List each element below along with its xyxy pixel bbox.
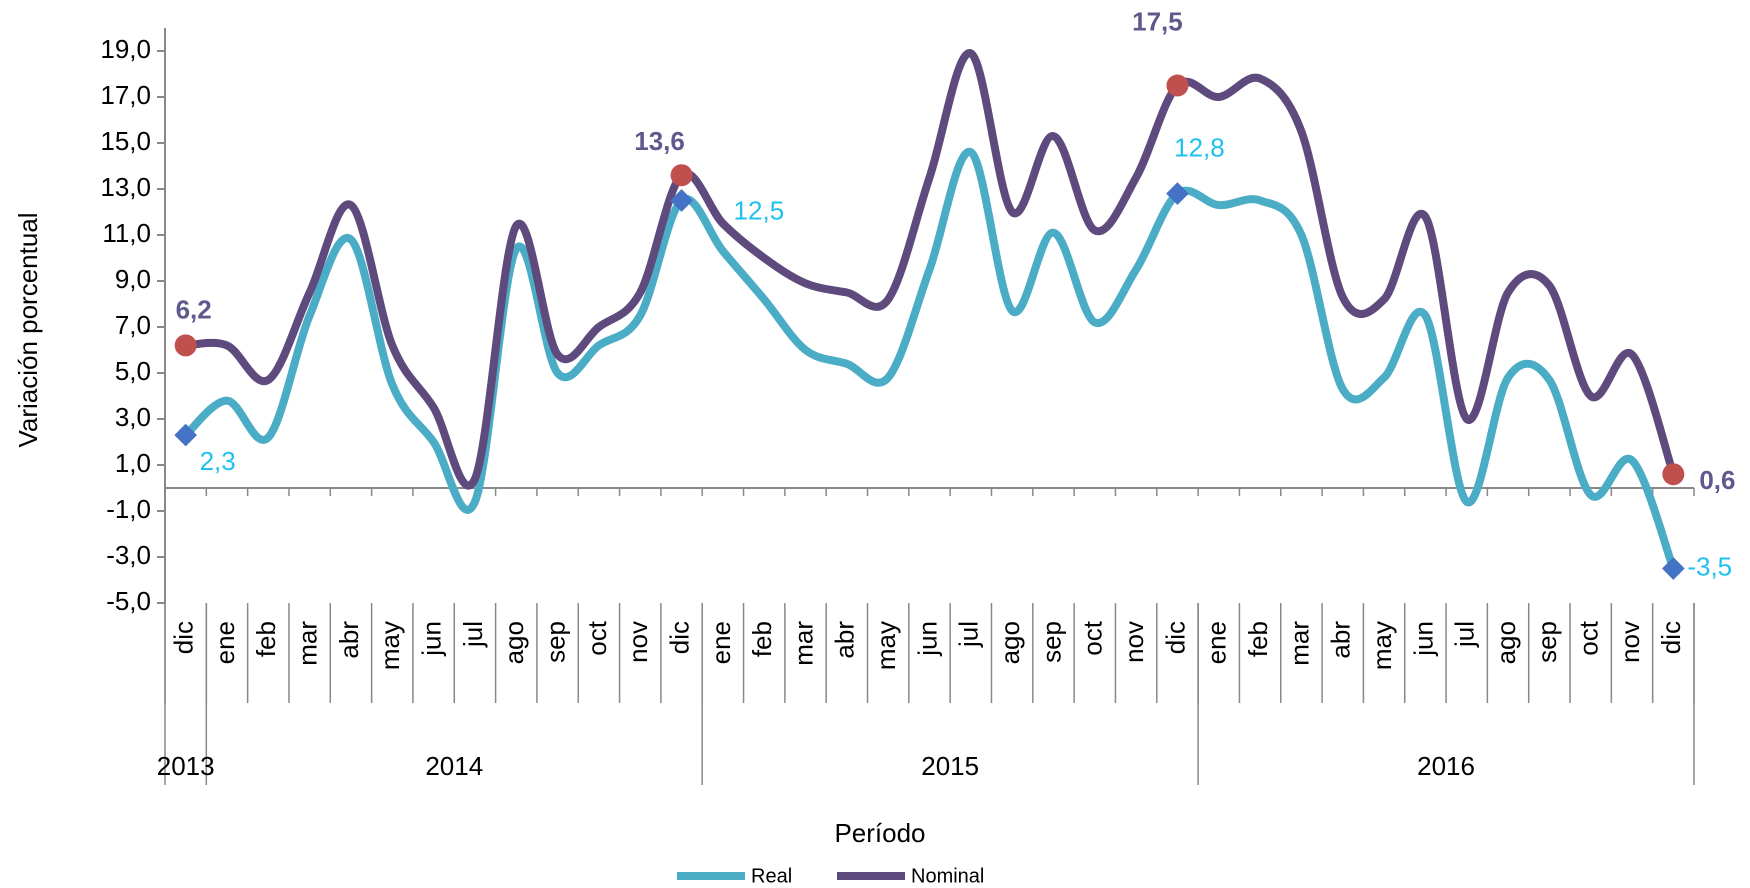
y-tick-label: 3,0 xyxy=(115,402,151,432)
x-tick-label: dic xyxy=(664,621,694,654)
x-tick-label: abr xyxy=(1326,621,1356,659)
y-tick-label: 7,0 xyxy=(115,310,151,340)
x-tick-label: jul xyxy=(458,621,488,648)
y-tick-label: -5,0 xyxy=(106,586,151,616)
x-tick-label: may xyxy=(1367,621,1397,670)
x-tick-label: sep xyxy=(1036,621,1066,663)
y-tick-label: 1,0 xyxy=(115,448,151,478)
x-tick-label: mar xyxy=(293,621,323,666)
data-label: 12,5 xyxy=(734,195,785,225)
data-label: 0,6 xyxy=(1699,465,1735,495)
x-tick-label: sep xyxy=(1532,621,1562,663)
x-tick-label: feb xyxy=(747,621,777,657)
x-tick-label: ene xyxy=(706,621,736,664)
x-tick-label: nov xyxy=(1615,621,1645,663)
x-tick-label: feb xyxy=(1243,621,1273,657)
x-tick-label: ago xyxy=(995,621,1025,664)
data-label: 12,8 xyxy=(1174,132,1225,162)
x-tick-label: ago xyxy=(499,621,529,664)
data-label: -3,5 xyxy=(1687,551,1732,581)
x-tick-label: dic xyxy=(1656,621,1686,654)
x-tick-label: oct xyxy=(582,620,612,655)
x-tick-label: oct xyxy=(1574,620,1604,655)
data-marker xyxy=(1662,463,1685,486)
legend-label: Nominal xyxy=(911,865,984,887)
y-tick-label: 13,0 xyxy=(100,172,151,202)
y-tick-label: 9,0 xyxy=(115,264,151,294)
data-label: 13,6 xyxy=(634,126,685,156)
y-tick-label: 19,0 xyxy=(100,34,151,64)
legend-label: Real xyxy=(751,865,792,887)
y-tick-label: 17,0 xyxy=(100,80,151,110)
x-tick-label: dic xyxy=(169,621,199,654)
y-tick-label: -3,0 xyxy=(106,540,151,570)
data-marker xyxy=(670,164,693,187)
group-label: 2014 xyxy=(425,751,483,781)
x-tick-label: jun xyxy=(416,621,446,657)
data-label: 2,3 xyxy=(200,446,236,476)
x-tick-label: abr xyxy=(334,621,364,659)
y-tick-label: -1,0 xyxy=(106,494,151,524)
x-tick-label: mar xyxy=(788,621,818,666)
data-marker xyxy=(1166,74,1189,97)
group-label: 2013 xyxy=(157,751,215,781)
x-tick-label: may xyxy=(375,621,405,670)
y-tick-label: 5,0 xyxy=(115,356,151,386)
y-tick-label: 11,0 xyxy=(102,218,151,248)
data-label: 17,5 xyxy=(1132,6,1183,36)
group-label: 2016 xyxy=(1417,751,1475,781)
x-tick-label: dic xyxy=(1160,621,1190,654)
x-tick-label: ene xyxy=(210,621,240,664)
x-tick-label: ago xyxy=(1491,621,1521,664)
x-tick-label: may xyxy=(871,621,901,670)
x-tick-label: nov xyxy=(1119,621,1149,663)
group-label: 2015 xyxy=(921,751,979,781)
data-marker xyxy=(1662,557,1685,580)
x-tick-label: jun xyxy=(1408,621,1438,657)
x-tick-label: abr xyxy=(830,621,860,659)
x-tick-label: ene xyxy=(1202,621,1232,664)
x-tick-label: sep xyxy=(540,621,570,663)
series-line xyxy=(182,148,1678,570)
x-tick-label: jun xyxy=(912,621,942,657)
x-tick-label: mar xyxy=(1284,621,1314,666)
x-tick-label: oct xyxy=(1078,620,1108,655)
x-tick-label: jul xyxy=(1450,621,1480,648)
x-tick-label: nov xyxy=(623,621,653,663)
series-line xyxy=(185,49,1678,490)
y-tick-label: 15,0 xyxy=(100,126,151,156)
x-tick-label: jul xyxy=(954,621,984,648)
y-axis-label: Variación porcentual xyxy=(13,212,43,447)
data-marker xyxy=(174,334,197,357)
x-tick-label: feb xyxy=(251,621,281,657)
data-label: 6,2 xyxy=(176,294,212,324)
x-axis-label: Período xyxy=(834,818,925,848)
